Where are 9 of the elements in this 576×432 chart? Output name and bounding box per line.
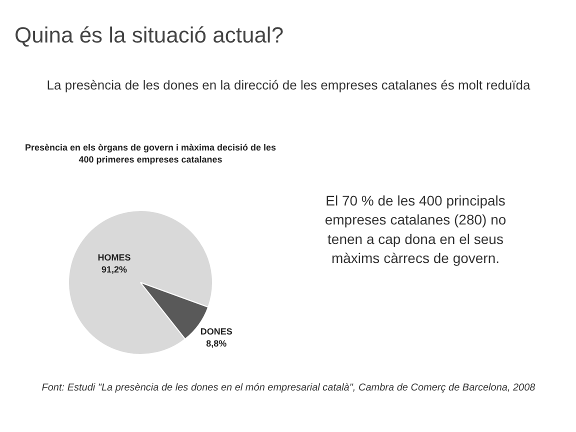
text: El 70 % de les 400 principals empreses catalanes (280) no tenen a cap dona en el seus màxims càrrecs de govern.	[324, 192, 506, 266]
chart-subtitle: Presència en els òrgans de govern i màxima decisió de les 400 primeres empreses catalanes	[24, 142, 276, 164]
slice-label: HOMES	[98, 252, 131, 263]
text: Font: Estudi "La presència de les dones en el món empresarial català", Cambra de Comerç de Barcelona, 2008	[42, 382, 536, 394]
text: La presència de les dones en la direcció de les empreses catalanes és molt reduïda	[46, 78, 531, 92]
data-label: 8,8%	[206, 338, 227, 348]
data-label: 91,2%	[101, 264, 128, 275]
slice-label: DONES	[200, 326, 232, 336]
chart-title: Quina és la situació actual?	[14, 22, 284, 48]
